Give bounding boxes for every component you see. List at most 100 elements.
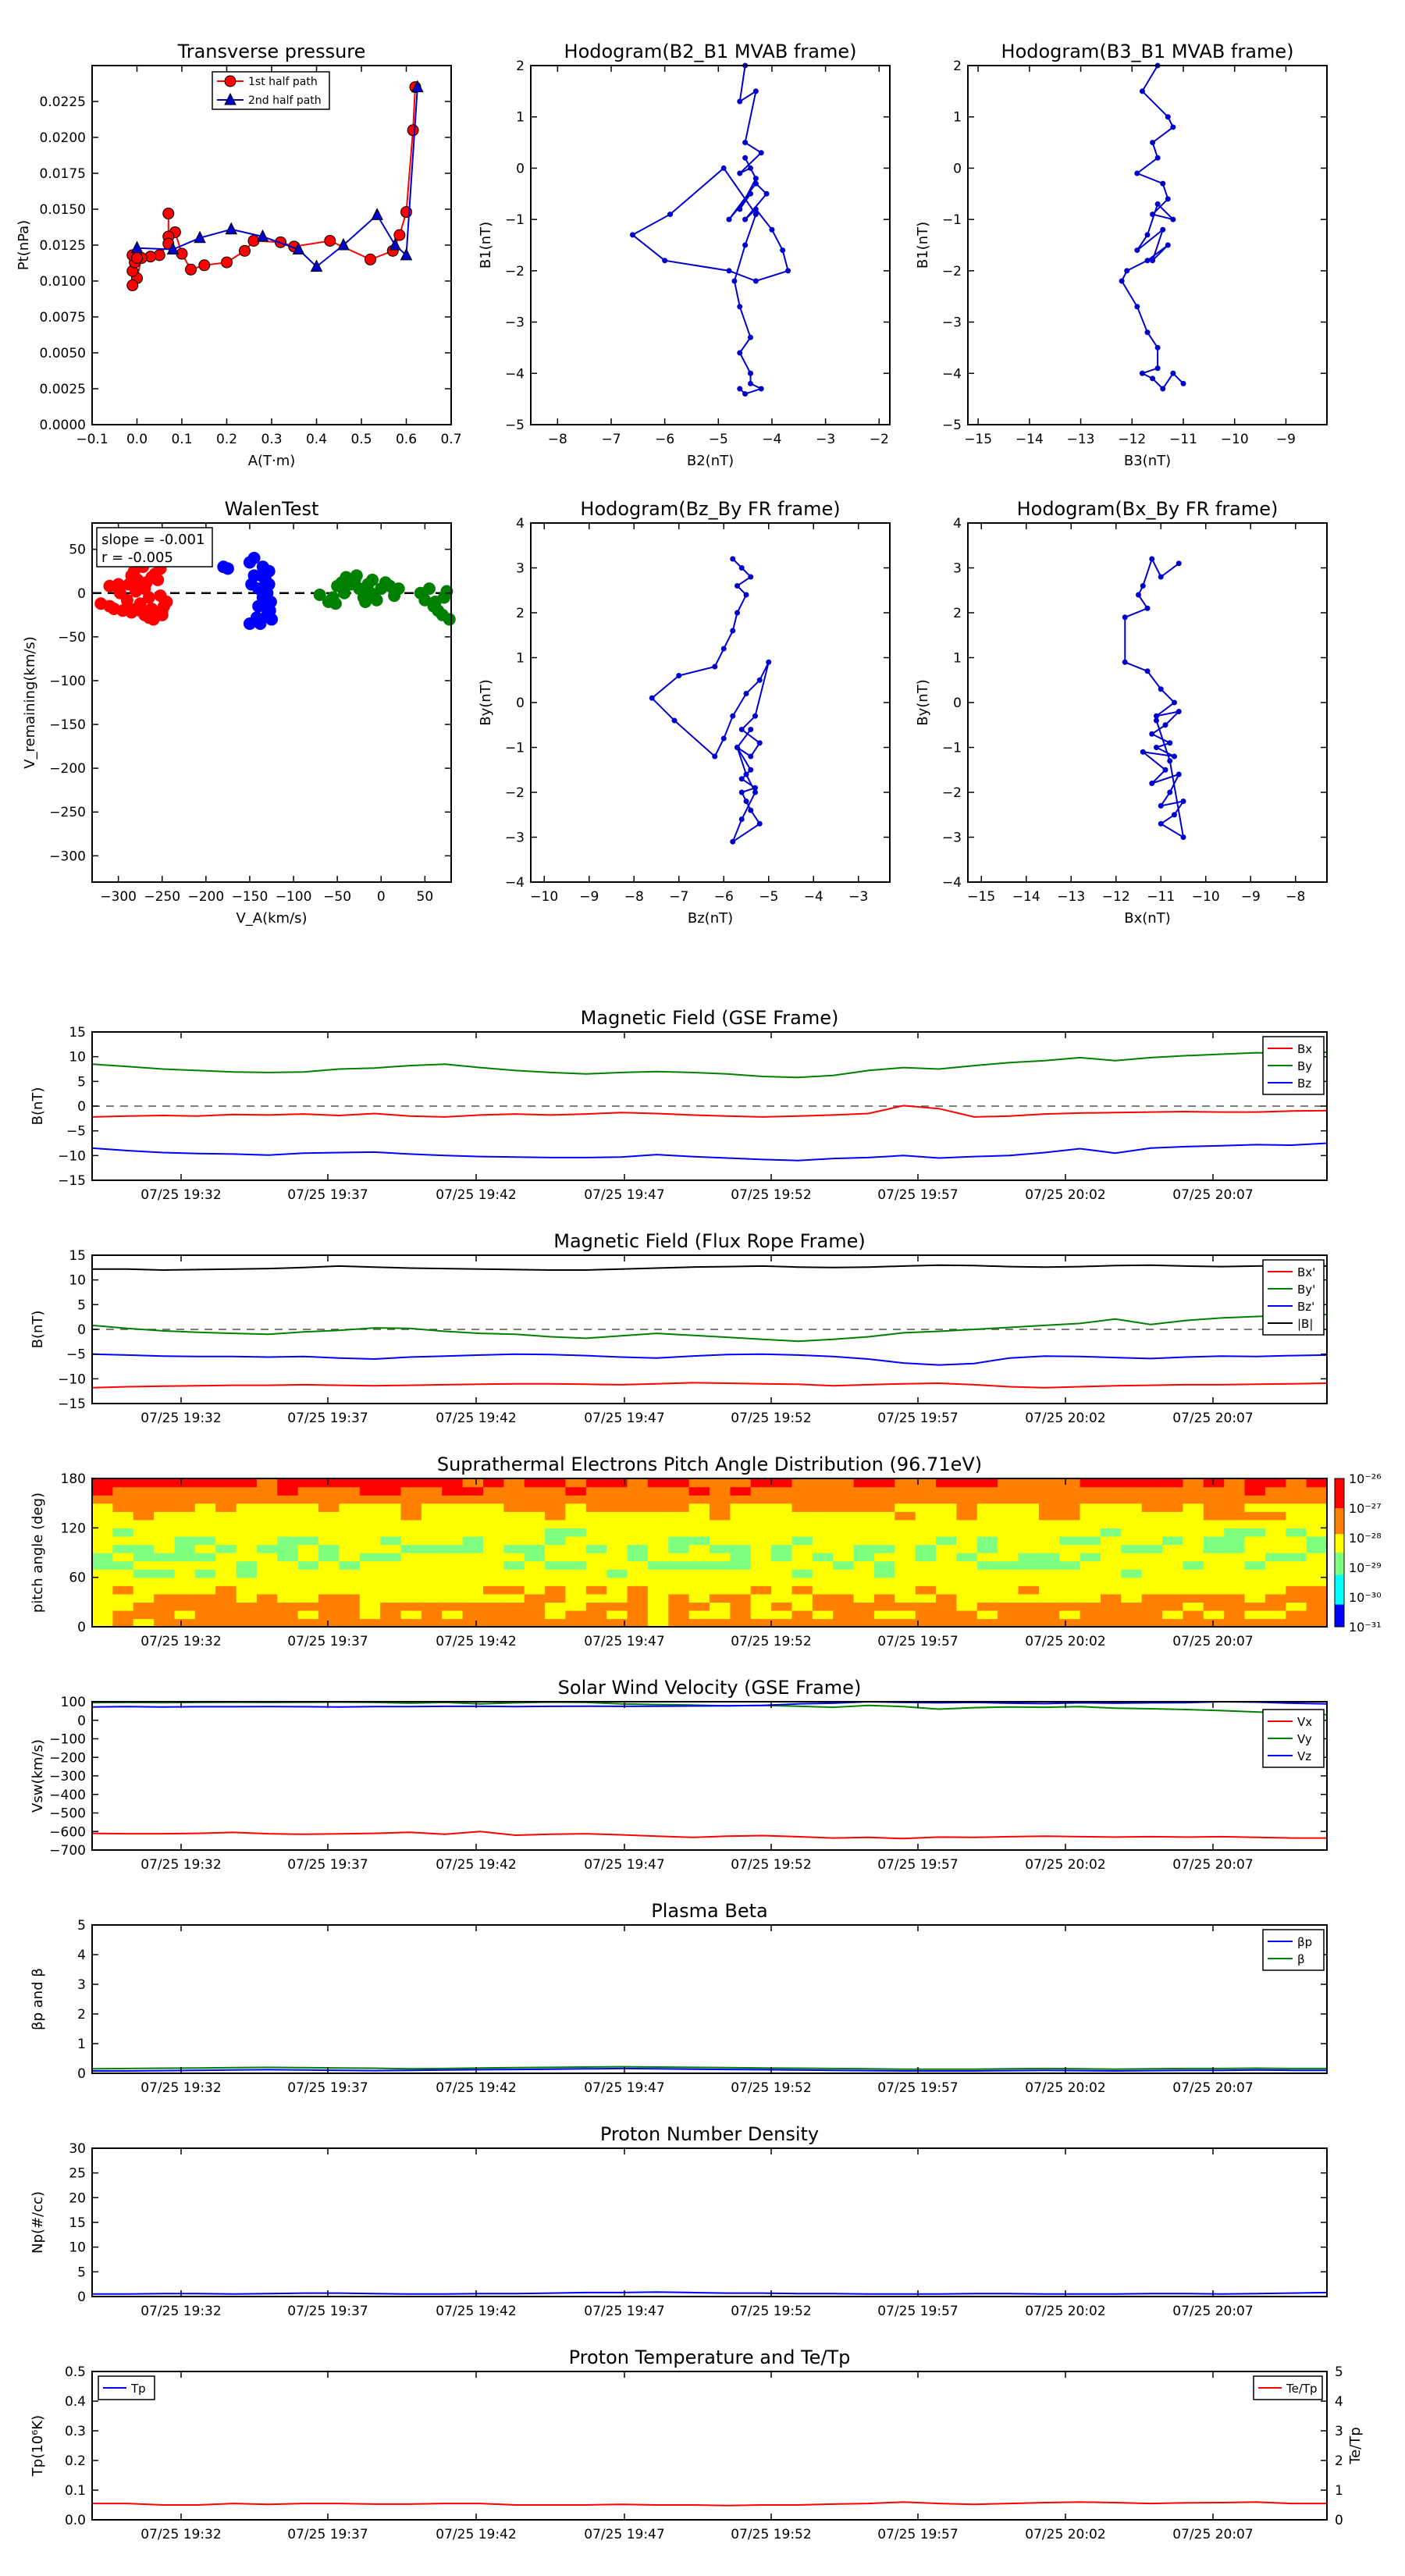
data-point <box>766 659 772 665</box>
chart-title: WalenTest <box>225 498 319 520</box>
series-line-1 <box>92 2291 1328 2295</box>
panel-mag_gse: Magnetic Field (GSE Frame)−15−10−5051015… <box>30 1007 1328 1203</box>
heatmap-cell <box>297 1544 319 1553</box>
heatmap-cell <box>1264 1535 1286 1546</box>
heatmap-cell <box>1141 1602 1163 1611</box>
x-tick-label: 07/25 20:07 <box>1172 1634 1253 1649</box>
heatmap-cell <box>339 1478 361 1488</box>
data-point <box>133 597 147 610</box>
heatmap-cell <box>771 1528 793 1537</box>
heatmap-cell <box>1080 1511 1101 1521</box>
heatmap-cell <box>976 1593 998 1603</box>
heatmap-cell <box>1162 1503 1184 1512</box>
data-point <box>400 247 413 261</box>
heatmap-cell <box>976 1519 998 1528</box>
legend-label: By <box>1297 1059 1312 1073</box>
colorbar-segment <box>1335 1523 1344 1528</box>
heatmap-cell <box>585 1478 607 1488</box>
heatmap-cell <box>92 1478 113 1488</box>
heatmap-cell <box>277 1478 299 1488</box>
data-point <box>1172 699 1177 706</box>
heatmap-cell <box>1038 1535 1060 1546</box>
y-tick-label: 25 <box>69 2166 86 2182</box>
heatmap-cell <box>606 1553 628 1562</box>
heatmap-cell <box>1306 1585 1328 1595</box>
heatmap-cell <box>833 1486 855 1496</box>
heatmap-cell <box>318 1503 340 1512</box>
heatmap-cell <box>998 1544 1019 1553</box>
heatmap-cell <box>1224 1560 1246 1570</box>
heatmap-cell <box>710 1544 731 1553</box>
heatmap-cell <box>462 1593 484 1603</box>
x-tick-label: 07/25 20:02 <box>1025 1857 1105 1873</box>
heatmap-cell <box>647 1486 669 1496</box>
heatmap-cell <box>915 1535 937 1546</box>
y-tick-label: −4 <box>505 366 525 382</box>
heatmap-cell <box>750 1577 772 1586</box>
heatmap-cell <box>421 1535 443 1546</box>
heatmap-cell <box>853 1585 875 1595</box>
heatmap-cell <box>873 1528 895 1537</box>
heatmap-cell <box>318 1544 340 1553</box>
heatmap-cell <box>1121 1495 1143 1504</box>
y-axis-label: B1(nT) <box>915 222 931 269</box>
heatmap-cell <box>297 1503 319 1512</box>
heatmap-cell <box>174 1519 196 1528</box>
annotation-frame <box>96 527 213 568</box>
colorbar-frame <box>1334 1478 1345 1628</box>
heatmap-cell <box>297 1486 319 1496</box>
heatmap-cell <box>545 1585 567 1595</box>
heatmap-cell <box>421 1577 443 1586</box>
data-point <box>221 562 234 575</box>
heatmap-cell <box>565 1593 587 1603</box>
heatmap-cell <box>462 1577 484 1586</box>
heatmap-cell <box>215 1585 237 1595</box>
heatmap-cell <box>524 1577 546 1586</box>
heatmap-cell <box>873 1593 895 1603</box>
heatmap-cell <box>194 1593 216 1603</box>
data-point <box>720 735 727 742</box>
heatmap-cell <box>483 1503 504 1512</box>
heatmap-cell <box>1264 1495 1286 1504</box>
heatmap-cell <box>1018 1618 1040 1628</box>
heatmap-cell <box>1286 1478 1307 1488</box>
heatmap-cell <box>380 1602 402 1611</box>
y-tick-label: −3 <box>505 315 525 331</box>
heatmap-cell <box>215 1602 237 1611</box>
legend-label: Bx' <box>1297 1265 1315 1279</box>
colorbar-tick-label: 10⁻³¹ <box>1349 1620 1382 1635</box>
heatmap-cell <box>400 1519 422 1528</box>
x-tick-label: 07/25 19:47 <box>584 2527 664 2542</box>
heatmap-cell <box>277 1503 299 1512</box>
heatmap-cell <box>112 1544 134 1553</box>
heatmap-cell <box>277 1486 299 1496</box>
y-tick-label: 0.2 <box>65 2453 86 2469</box>
panel-h4: Hodogram(Bx_By FR frame)−15 −14 −13 −12 −11−… <box>915 498 1328 927</box>
heatmap-cell <box>1224 1495 1246 1504</box>
heatmap-cell <box>895 1544 916 1553</box>
heatmap-cell <box>154 1503 176 1512</box>
heatmap-cell <box>1018 1495 1040 1504</box>
heatmap-cell <box>359 1618 381 1628</box>
hodogram-line <box>1120 65 1184 390</box>
data-point <box>742 242 749 248</box>
heatmap-cell <box>359 1503 381 1512</box>
heatmap-cell <box>256 1610 278 1620</box>
heatmap-cell <box>545 1560 567 1570</box>
heatmap-cell <box>1101 1569 1122 1578</box>
heatmap-cell <box>1038 1560 1060 1570</box>
heatmap-cell <box>256 1585 278 1595</box>
heatmap-cell <box>627 1569 649 1578</box>
heatmap-cell <box>133 1535 155 1546</box>
heatmap-cell <box>647 1495 669 1504</box>
heatmap-cell <box>936 1585 957 1595</box>
heatmap-cell <box>236 1553 258 1562</box>
heatmap-cell <box>400 1560 422 1570</box>
heatmap-cell <box>750 1495 772 1504</box>
heatmap-cell <box>339 1535 361 1546</box>
data-point <box>747 380 753 386</box>
colorbar-segment <box>1335 1619 1344 1624</box>
heatmap-cell <box>998 1585 1019 1595</box>
data-point <box>1180 799 1186 804</box>
